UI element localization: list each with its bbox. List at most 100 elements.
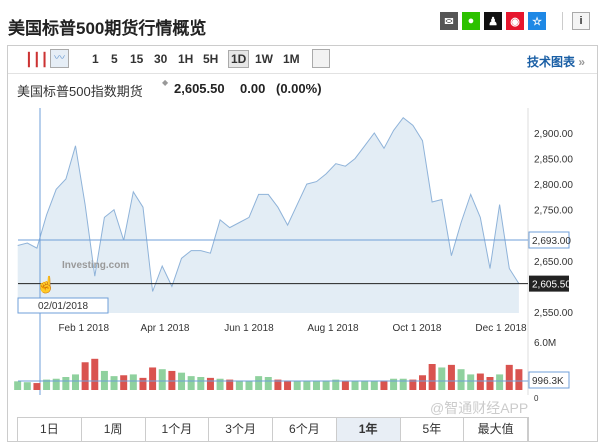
x-tick-label: Oct 1 2018 bbox=[393, 323, 442, 334]
volume-bar bbox=[341, 381, 349, 390]
volume-bar bbox=[361, 380, 369, 390]
y-tick-label: 2,850.00 bbox=[534, 155, 573, 166]
range-tab[interactable]: 3个月 bbox=[209, 418, 273, 441]
crosshair-value-box bbox=[528, 231, 570, 249]
volume-bar bbox=[23, 382, 31, 390]
range-tab[interactable]: 1日 bbox=[18, 418, 82, 441]
interval-1H[interactable]: 1H bbox=[178, 52, 194, 66]
info-button[interactable]: i bbox=[572, 12, 590, 30]
weibo-icon[interactable]: ◉ bbox=[506, 12, 524, 30]
volume-bar bbox=[264, 377, 272, 390]
page-title: 美国标普500期货行情概览 bbox=[8, 19, 207, 38]
investing-logo: Investing.com bbox=[62, 260, 129, 271]
email-icon[interactable]: ✉ bbox=[440, 12, 458, 30]
instrument-change-pct: (0.00%) bbox=[276, 81, 322, 96]
volume-bar bbox=[255, 376, 263, 390]
volume-bar bbox=[467, 374, 475, 390]
range-tab[interactable]: 1个月 bbox=[146, 418, 210, 441]
chart-toolbar bbox=[7, 45, 598, 74]
qq-icon[interactable]: ♟ bbox=[484, 12, 502, 30]
volume-bar bbox=[14, 381, 22, 390]
layout-icon[interactable] bbox=[312, 49, 330, 68]
interval-1M[interactable]: 1M bbox=[283, 52, 300, 66]
crosshair-date-box bbox=[17, 297, 109, 314]
divider bbox=[7, 45, 8, 442]
x-tick-label: Apr 1 2018 bbox=[141, 323, 190, 334]
technical-chart-link[interactable]: 技术图表 » bbox=[527, 53, 585, 70]
volume-bar bbox=[274, 379, 282, 390]
interval-5H[interactable]: 5H bbox=[203, 52, 219, 66]
volume-bar bbox=[52, 378, 60, 390]
favorite-icon[interactable]: ☆ bbox=[528, 12, 546, 30]
volume-bar bbox=[197, 377, 205, 390]
area-fill bbox=[17, 117, 519, 313]
volume-bar bbox=[428, 364, 436, 390]
volume-bar bbox=[438, 367, 446, 390]
x-tick-label: Jun 1 2018 bbox=[224, 323, 274, 334]
candlestick-icon[interactable]: ┃┃┃ bbox=[25, 52, 49, 67]
volume-bar bbox=[100, 370, 108, 390]
volume-bar bbox=[505, 364, 513, 390]
last-price-label: 2,605.50 bbox=[532, 280, 571, 291]
volume-bar bbox=[457, 369, 465, 390]
volume-bar bbox=[419, 375, 427, 390]
volume-bar bbox=[399, 378, 407, 390]
x-tick-label: Aug 1 2018 bbox=[307, 323, 359, 334]
volume-bar bbox=[149, 367, 157, 390]
corner-watermark: @智通财经APP bbox=[430, 400, 529, 416]
last-price-box bbox=[529, 275, 569, 292]
volume-bar bbox=[390, 378, 398, 390]
range-tab[interactable]: 1周 bbox=[82, 418, 146, 441]
volume-bar bbox=[476, 373, 484, 390]
interval-5[interactable]: 5 bbox=[111, 52, 118, 66]
range-tab[interactable]: 6个月 bbox=[273, 418, 337, 441]
share-bar: ✉ ● ♟ ◉ ☆ bbox=[440, 12, 546, 30]
volume-bar bbox=[139, 377, 147, 390]
volume-bar bbox=[370, 381, 378, 390]
volume-bar bbox=[33, 383, 41, 390]
pin-icon: ◆ bbox=[162, 78, 169, 87]
volume-tick-label: 0 bbox=[534, 394, 539, 403]
instrument-name: 美国标普500指数期货 bbox=[17, 84, 143, 99]
volume-bar bbox=[62, 377, 70, 390]
interval-15[interactable]: 15 bbox=[130, 52, 144, 66]
interval-1[interactable]: 1 bbox=[92, 52, 99, 66]
crosshair-volume-box bbox=[528, 371, 570, 389]
volume-bar bbox=[158, 369, 166, 390]
volume-bar bbox=[322, 380, 330, 390]
volume-bar bbox=[447, 364, 455, 390]
instrument-price: 2,605.50 bbox=[174, 81, 225, 96]
volume-bar bbox=[43, 379, 51, 390]
volume-bar bbox=[515, 369, 523, 390]
instrument-change: 0.00 bbox=[240, 81, 266, 96]
volume-bar bbox=[409, 379, 417, 390]
crosshair-volume: 996.3K bbox=[532, 376, 564, 387]
volume-bar bbox=[235, 380, 243, 390]
interval-30[interactable]: 30 bbox=[154, 52, 168, 66]
volume-bar bbox=[351, 381, 359, 390]
volume-tick-label: 6.0M bbox=[534, 338, 556, 349]
range-tabs: 1日 1周 1个月 3个月 6个月 1年 5年 最大值 bbox=[17, 417, 529, 442]
wechat-icon[interactable]: ● bbox=[462, 12, 480, 30]
price-line bbox=[17, 116, 520, 292]
volume-bar bbox=[110, 376, 118, 390]
volume-bar bbox=[206, 377, 214, 390]
range-tab[interactable]: 最大值 bbox=[464, 418, 528, 441]
range-tab[interactable]: 1年 bbox=[336, 418, 401, 441]
volume-bar bbox=[380, 380, 388, 390]
volume-bar bbox=[91, 358, 99, 390]
volume-bar bbox=[168, 370, 176, 390]
volume-bar bbox=[187, 376, 195, 390]
interval-1D[interactable]: 1D bbox=[228, 50, 250, 68]
x-tick-label: Dec 1 2018 bbox=[475, 323, 527, 334]
range-tab[interactable]: 5年 bbox=[401, 418, 465, 441]
volume-bar bbox=[303, 381, 311, 390]
line-chart-icon[interactable]: 〰 bbox=[50, 49, 69, 68]
y-tick-label: 2,800.00 bbox=[534, 180, 573, 191]
x-tick-label: Feb 1 2018 bbox=[58, 323, 109, 334]
y-tick-label: 2,550.00 bbox=[534, 308, 573, 319]
volume-bar bbox=[312, 381, 320, 390]
interval-1W[interactable]: 1W bbox=[255, 52, 273, 66]
y-tick-label: 2,750.00 bbox=[534, 206, 573, 217]
